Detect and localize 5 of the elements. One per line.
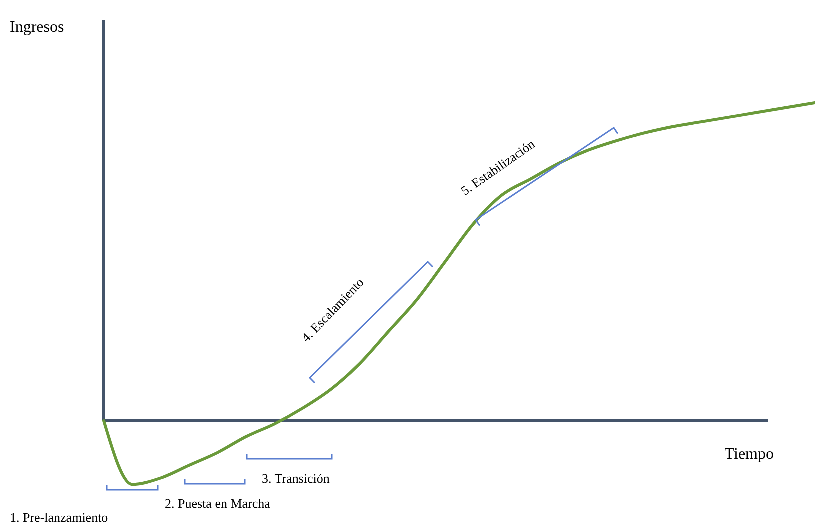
text: 1. Pre-lanzamiento — [10, 510, 108, 525]
text: 2. Puesta en Marcha — [165, 496, 271, 511]
x-axis-title: Tiempo — [724, 446, 774, 463]
annotation: 3. Transición — [262, 471, 330, 486]
y-axis-title: Ingresos — [10, 19, 64, 36]
